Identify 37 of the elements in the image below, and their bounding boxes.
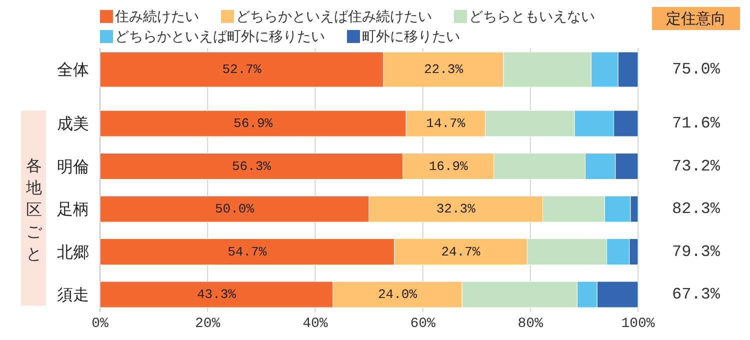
text: 79.3%: [672, 242, 720, 261]
data-label: 24.7%: [441, 244, 480, 260]
y-tick-label: 須走: [57, 285, 89, 304]
x-tick-label: 60%: [410, 316, 436, 332]
data-label: 56.9%: [234, 116, 273, 131]
legend-label: どちらともいえない: [469, 9, 595, 25]
y-tick-label: 全体: [57, 60, 89, 79]
text: 各地区ごと: [25, 156, 43, 262]
legend-label: 町外に移りたい: [362, 29, 460, 45]
data-label: 16.9%: [428, 158, 468, 174]
legend-label: どちらかといえば町外に移りたい: [115, 29, 325, 45]
text: 73.2%: [672, 157, 720, 176]
legend-label: 住み続けたい: [114, 9, 199, 25]
data-label: 22.3%: [424, 62, 464, 77]
y-tick-label: 北郷: [57, 242, 89, 262]
data-label: 50.0%: [214, 202, 254, 216]
data-label: 24.0%: [378, 287, 418, 302]
y-tick-label: 明倫: [57, 156, 89, 176]
legend-label: どちらかといえば住み続けたい: [236, 9, 432, 25]
data-label: 52.7%: [222, 62, 262, 77]
y-tick-label: 足柄: [57, 200, 89, 218]
data-label: 14.7%: [426, 116, 466, 131]
text: 82.3%: [672, 200, 720, 218]
data-label: 43.3%: [196, 287, 236, 302]
x-tick-label: 80%: [518, 316, 544, 332]
x-tick-label: 100%: [621, 316, 656, 332]
text: 定住意向: [666, 10, 726, 28]
text: 75.0%: [672, 60, 720, 78]
x-tick-label: 40%: [302, 316, 328, 332]
data-label: 32.3%: [436, 202, 476, 216]
x-tick-label: 0%: [92, 316, 109, 332]
y-tick-label: 成美: [57, 114, 89, 133]
data-label: 54.7%: [228, 244, 267, 260]
data-label: 56.3%: [232, 158, 272, 174]
text: 67.3%: [672, 286, 720, 304]
x-tick-label: 20%: [194, 316, 221, 332]
text: 71.6%: [672, 114, 720, 132]
